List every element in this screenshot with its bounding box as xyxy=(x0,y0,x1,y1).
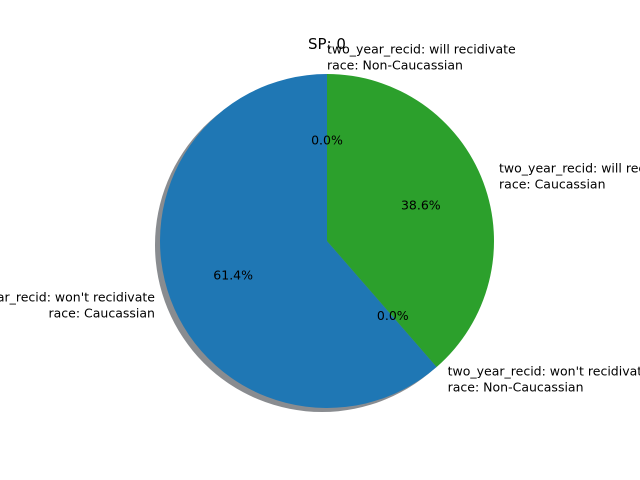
slice-label: two_year_recid: will recidivate race: Non… xyxy=(327,41,516,72)
percent-labels: 61.4% 0.0% 38.6% 0.0% xyxy=(213,132,441,323)
slice-label-line: two_year_recid: will recidivate xyxy=(327,41,516,56)
slice-label-line: race: Caucassian xyxy=(499,177,605,192)
pie-slices xyxy=(159,74,495,409)
pie-slice xyxy=(327,74,495,367)
chart-title: SP: 0 xyxy=(308,35,346,53)
slice-label: two_year_recid: won't recidivate race: No… xyxy=(448,364,640,395)
slice-label-line: two_year_recid: won't recidivate xyxy=(0,289,155,304)
slice-percent-label: 0.0% xyxy=(311,132,343,147)
slice-label-line: two_year_recid: will recidivate xyxy=(499,161,640,176)
slice-label-line: two_year_recid: won't recidivate xyxy=(448,364,640,379)
slice-percent-label: 0.0% xyxy=(377,308,409,323)
slice-percent-label: 61.4% xyxy=(213,268,253,283)
slice-percent-label: 38.6% xyxy=(401,197,441,212)
slice-label-line: race: Non-Caucassian xyxy=(448,380,584,395)
slice-label-line: race: Caucassian xyxy=(48,305,154,320)
pie-slice xyxy=(159,74,437,409)
slice-label-line: race: Non-Caucassian xyxy=(327,57,463,72)
